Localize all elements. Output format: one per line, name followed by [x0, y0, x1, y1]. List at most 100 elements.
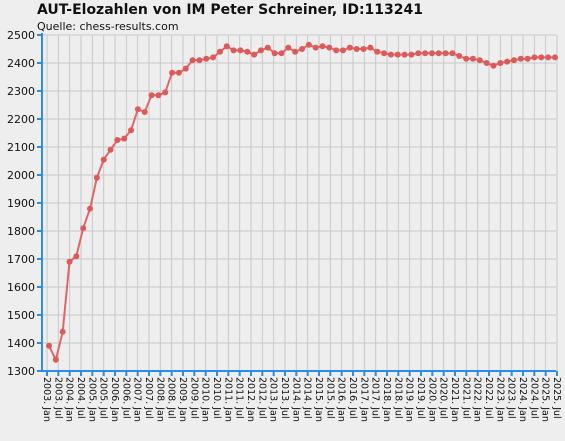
x-tick-label: 2023. Jul [506, 377, 517, 419]
data-point [210, 54, 217, 61]
y-tick-label: 1500 [7, 309, 35, 322]
data-point [114, 137, 121, 143]
data-point [312, 44, 319, 51]
data-point [169, 69, 176, 76]
data-point [93, 174, 100, 181]
x-tick-label: 2005. Jan [86, 377, 97, 422]
data-point [374, 48, 381, 55]
data-point [134, 106, 141, 113]
data-point [230, 47, 237, 54]
x-tick-label: 2007. Jan [132, 377, 143, 422]
x-tick-label: 2012. Jan [245, 377, 256, 422]
data-point [449, 50, 456, 57]
data-point [155, 92, 162, 99]
data-point [100, 156, 107, 163]
data-point [333, 47, 340, 54]
x-tick-label: 2013. Jan [268, 377, 279, 422]
data-point [216, 48, 223, 55]
data-point [305, 41, 312, 48]
data-point [476, 57, 483, 64]
x-tick-label: 2021. Jan [449, 377, 460, 422]
data-point [292, 48, 299, 55]
x-tick-label: 2013. Jul [279, 377, 290, 419]
series-elo [46, 41, 558, 363]
data-point [428, 50, 435, 57]
x-tick-label: 2022. Jul [483, 377, 494, 419]
data-point [196, 57, 203, 64]
x-tick-labels: 2003. Jan 2003. Jul 2004. Jan 2004. Jul 2005… [41, 377, 562, 422]
data-point [299, 46, 305, 52]
x-tick-label: 2015. Jul [324, 377, 335, 419]
axes [37, 33, 558, 376]
x-tick-label: 2021. Jul [460, 377, 471, 419]
data-point [552, 54, 558, 61]
x-tick-label: 2005. Jul [98, 377, 109, 419]
y-tick-labels: 1300 1400 1500 1600 1700 1800 1900 2000 2100 2200… [7, 29, 35, 378]
data-point [387, 51, 394, 58]
data-point [360, 46, 367, 52]
data-point [456, 53, 463, 59]
x-tick-label: 2019. Jan [404, 377, 415, 422]
x-tick-label: 2007. Jul [143, 377, 154, 419]
data-point [271, 50, 278, 57]
data-point [326, 44, 333, 51]
x-tick-label: 2015. Jan [313, 377, 324, 422]
data-point [531, 54, 538, 61]
y-tick-label: 1300 [7, 365, 35, 378]
x-tick-label: 2011. Jan [222, 377, 233, 422]
chart-title: AUT-Elozahlen von IM Peter Schreiner, ID… [37, 2, 423, 18]
x-tick-label: 2012. Jul [256, 377, 267, 419]
x-tick-label: 2003. Jan [41, 377, 52, 422]
x-tick-label: 2003. Jul [52, 377, 63, 419]
x-tick-label: 2014. Jul [302, 377, 313, 419]
data-point [524, 55, 531, 62]
data-point [87, 205, 94, 212]
y-tick-label: 2200 [7, 113, 35, 126]
data-point [244, 48, 251, 55]
data-point [545, 54, 552, 61]
data-point [340, 47, 347, 54]
data-point [52, 356, 59, 363]
data-point [319, 43, 326, 50]
x-tick-label: 2024. Jul [528, 377, 539, 419]
data-point [107, 146, 114, 153]
data-point [538, 54, 545, 61]
x-tick-label: 2016. Jan [336, 377, 347, 422]
x-tick-label: 2024. Jan [517, 377, 528, 422]
data-point [237, 47, 244, 54]
data-point [148, 92, 155, 99]
data-point [394, 51, 401, 58]
data-point [367, 44, 374, 51]
data-point [497, 60, 504, 66]
grid-lines [42, 34, 558, 372]
data-point [203, 55, 210, 62]
y-tick-label: 1600 [7, 281, 35, 294]
data-point [128, 127, 135, 134]
x-tick-label: 2014. Jan [290, 377, 301, 422]
x-tick-label: 2009. Jan [177, 377, 188, 422]
x-tick-label: 2004. Jan [64, 377, 75, 422]
y-tick-label: 1700 [7, 253, 35, 266]
data-point [223, 43, 230, 50]
x-tick-label: 2020. Jul [438, 377, 449, 419]
x-tick-label: 2006. Jan [109, 377, 120, 422]
data-point [59, 328, 66, 335]
x-tick-label: 2004. Jul [75, 377, 86, 419]
x-tick-label: 2018. Jan [381, 377, 392, 422]
y-tick-label: 1400 [7, 337, 35, 350]
x-tick-label: 2008. Jan [154, 377, 165, 422]
data-point [510, 57, 517, 64]
x-tick-label: 2006. Jul [120, 377, 131, 419]
y-tick-label: 2000 [7, 169, 35, 182]
y-tick-label: 2300 [7, 85, 35, 98]
data-point [504, 58, 511, 65]
x-tick-label: 2020. Jan [426, 377, 437, 422]
data-point [408, 51, 415, 58]
y-tick-label: 1900 [7, 197, 35, 210]
x-tick-label: 2016. Jul [347, 377, 358, 419]
x-tick-label: 2023. Jan [494, 377, 505, 422]
data-point [278, 50, 285, 57]
data-point [435, 50, 442, 57]
data-point [257, 47, 264, 54]
